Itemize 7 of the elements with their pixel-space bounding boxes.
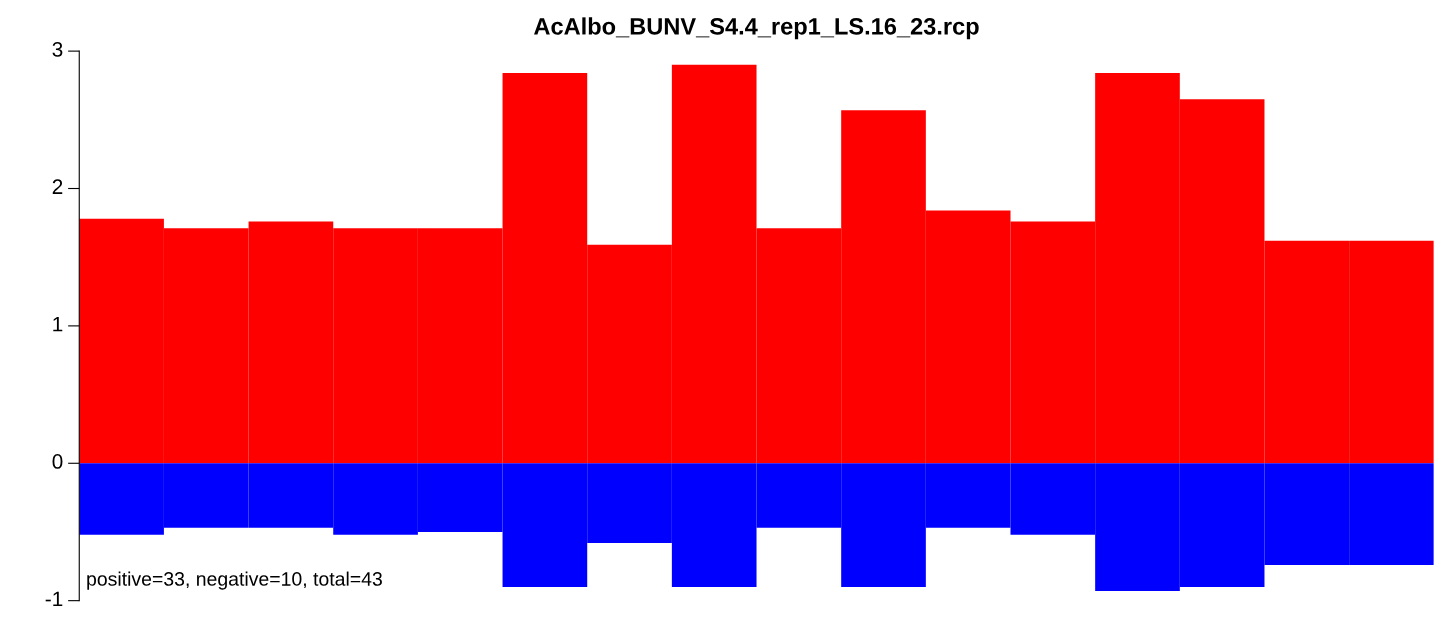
y-tick-label: 1 — [53, 316, 63, 332]
annotation: positive=33, negative=10, total=43 — [87, 571, 382, 590]
y-tick-label: 2 — [52, 179, 63, 194]
chart-title: AcAlbo_BUNV_S4.4_rep1_LS.16_23.rcp — [534, 17, 979, 40]
y-tick-label: 3 — [52, 41, 63, 57]
y-tick-label: -1 — [45, 591, 63, 607]
y-tick-label: 0 — [52, 454, 63, 469]
